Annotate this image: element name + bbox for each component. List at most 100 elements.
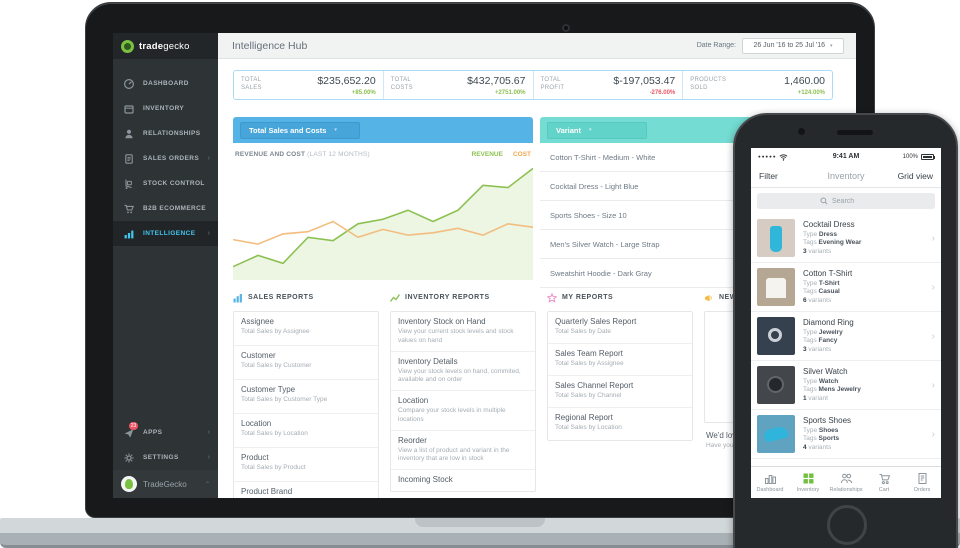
cart-icon [123, 203, 135, 215]
sidebar-item-sales-orders[interactable]: SALES ORDERS › [113, 146, 218, 171]
phone-mockup: ●●●●● 9:41 AM 100% Inventory Filter Grid… [733, 113, 958, 548]
speedometer-icon [123, 78, 135, 90]
sidebar-item-label: SETTINGS [143, 454, 179, 461]
date-range-dropdown[interactable]: 26 Jun '16 to 25 Jul '16 ▾ [742, 37, 844, 54]
stat-label: TOTAL [540, 77, 561, 84]
sidebar-item-intelligence[interactable]: INTELLIGENCE › [113, 221, 218, 246]
star-icon [547, 292, 557, 303]
phone-status-bar: ●●●●● 9:41 AM 100% [751, 148, 941, 165]
phone-tab-bar: Dashboard Inventory Relationships Cart O… [751, 466, 941, 498]
report-item[interactable]: Product Brand [241, 487, 293, 496]
search-bar[interactable] [757, 193, 935, 209]
sales-reports-column: SALES REPORTS Assignee Total Sales by Ass… [233, 291, 379, 498]
report-item[interactable]: Incoming Stock [398, 475, 453, 485]
chevron-right-icon: › [207, 155, 210, 162]
tab-dashboard[interactable]: Dashboard [751, 467, 789, 498]
box-icon [123, 103, 135, 115]
product-row-sports-shoes[interactable]: Sports Shoes Type Shoes Tags Sports 4 va… [751, 410, 941, 459]
report-item[interactable]: Inventory Stock on Hand View your current… [391, 312, 535, 352]
report-item[interactable]: Customer Total Sales by Customer [234, 346, 378, 380]
tab-cart[interactable]: Cart [865, 467, 903, 498]
chart-panel-header: Total Sales and Costs ▾ [233, 117, 533, 143]
phone-camera-icon [798, 128, 805, 135]
report-item[interactable]: Location Total Sales by Location [234, 414, 378, 448]
chart-metric-dropdown[interactable]: Total Sales and Costs ▾ [240, 121, 360, 139]
chevron-right-icon: › [931, 330, 935, 342]
report-item[interactable]: Product Total Sales by Product [234, 448, 378, 482]
report-item[interactable]: Reorder View a list of product and varian… [391, 431, 535, 471]
search-input[interactable] [832, 197, 872, 205]
product-row-cotton-tshirt[interactable]: Cotton T-Shirt Type T-Shirt Tags Casual … [751, 263, 941, 312]
stat-delta: +124.00% [797, 89, 825, 96]
chart-metric-label: Total Sales and Costs [249, 125, 327, 135]
product-row-cocktail-dress[interactable]: Cocktail Dress Type Dress Tags Evening W… [751, 214, 941, 263]
search-icon [820, 197, 828, 205]
sidebar-item-inventory[interactable]: INVENTORY [113, 96, 218, 121]
section-heading: MY REPORTS [562, 294, 614, 301]
product-name: Cocktail Dress [803, 220, 855, 230]
chart-title: REVENUE AND COST (LAST 12 MONTHS) [235, 151, 370, 158]
brand-light: gecko [163, 40, 190, 52]
report-item[interactable]: Regional Report Total Sales by Location [555, 413, 622, 431]
sidebar-nav: DASHBOARD INVENTORY RELATIONSHIPS SALES … [113, 71, 218, 246]
phone-nav-bar: Inventory Filter Grid view [751, 165, 941, 188]
page-title: Intelligence Hub [232, 39, 308, 52]
stat-delta: -276.00% [649, 89, 676, 96]
report-item[interactable]: Quarterly Sales Report Total Sales by Dat… [548, 312, 692, 344]
grid-icon [802, 472, 815, 485]
product-row-silver-watch[interactable]: Silver Watch Type Watch Tags Mens Jewelr… [751, 361, 941, 410]
report-item[interactable]: Sales Channel Report Total Sales by Chann… [548, 376, 692, 408]
grid-view-button[interactable]: Grid view [897, 171, 933, 181]
phone-home-button [827, 505, 867, 545]
sidebar-item-stock-control[interactable]: STOCK CONTROL [113, 171, 218, 196]
variant-dropdown-label: Variant [556, 125, 582, 135]
sidebar-item-relationships[interactable]: RELATIONSHIPS [113, 121, 218, 146]
phone-page-title: Inventory [827, 171, 865, 181]
section-heading: SALES REPORTS [248, 294, 314, 301]
sales-reports-card: Assignee Total Sales by Assignee Customer… [233, 311, 379, 498]
sidebar-item-settings[interactable]: SETTINGS › [113, 445, 218, 470]
report-item[interactable]: Assignee Total Sales by Assignee [234, 312, 378, 346]
megaphone-icon [704, 293, 714, 303]
variant-dropdown[interactable]: Variant ▾ [547, 121, 647, 139]
receipt-icon [916, 472, 929, 485]
tradegecko-logo[interactable]: tradegecko [113, 33, 218, 59]
sidebar-item-apps[interactable]: 23 APPS › [113, 420, 218, 445]
report-item[interactable]: Location Compare your stock levels in mul… [391, 391, 535, 431]
product-image [757, 268, 795, 306]
chevron-right-icon: › [931, 379, 935, 391]
report-item[interactable]: Inventory Details View your stock levels … [391, 352, 535, 392]
report-item[interactable]: Customer Type Total Sales by Customer Typ… [234, 380, 378, 414]
product-name: Cotton T-Shirt [803, 269, 853, 279]
revenue-cost-chart [233, 167, 533, 280]
brand-wordmark: tradegecko [139, 41, 190, 52]
chart-meta-row: REVENUE AND COST (LAST 12 MONTHS) REVENU… [233, 143, 533, 158]
chevron-right-icon: › [931, 232, 935, 244]
line-chart-icon [390, 293, 400, 303]
signal-strength-icon: ●●●●● [758, 154, 777, 159]
chevron-right-icon: › [931, 428, 935, 440]
feedback-footer[interactable]: We'd love yo Have your say [706, 431, 752, 449]
report-item[interactable]: Sales Team Report Total Sales by Assignee [548, 344, 692, 376]
tab-orders[interactable]: Orders [903, 467, 941, 498]
filter-button[interactable]: Filter [759, 171, 778, 181]
sidebar-item-b2b-ecommerce[interactable]: B2B ECOMMERCE [113, 196, 218, 221]
stat-value: $-197,053.47 [613, 74, 676, 87]
gecko-logo-icon [121, 39, 134, 53]
product-row-diamond-ring[interactable]: Diamond Ring Type Jewelry Tags Fancy 3 v… [751, 312, 941, 361]
inventory-reports-column: INVENTORY REPORTS Inventory Stock on Han… [390, 291, 536, 493]
my-reports-header: MY REPORTS [547, 291, 693, 304]
date-range-control: Date Range: 26 Jun '16 to 25 Jul '16 ▾ [696, 37, 844, 54]
people-icon [840, 472, 853, 485]
user-avatar [121, 476, 137, 492]
tab-relationships[interactable]: Relationships [827, 467, 865, 498]
battery-percent: 100% [902, 153, 918, 160]
date-range-label: Date Range: [696, 42, 736, 49]
tab-inventory[interactable]: Inventory [789, 467, 827, 498]
sidebar-user-menu[interactable]: TradeGecko ⌃ [113, 470, 218, 498]
sidebar-item-dashboard[interactable]: DASHBOARD [113, 71, 218, 96]
chart-legend: REVENUE COST [472, 151, 532, 158]
chevron-up-icon: ⌃ [204, 481, 210, 488]
stat-total-profit: TOTAL PROFIT $-197,053.47 -276.00% [532, 71, 683, 99]
